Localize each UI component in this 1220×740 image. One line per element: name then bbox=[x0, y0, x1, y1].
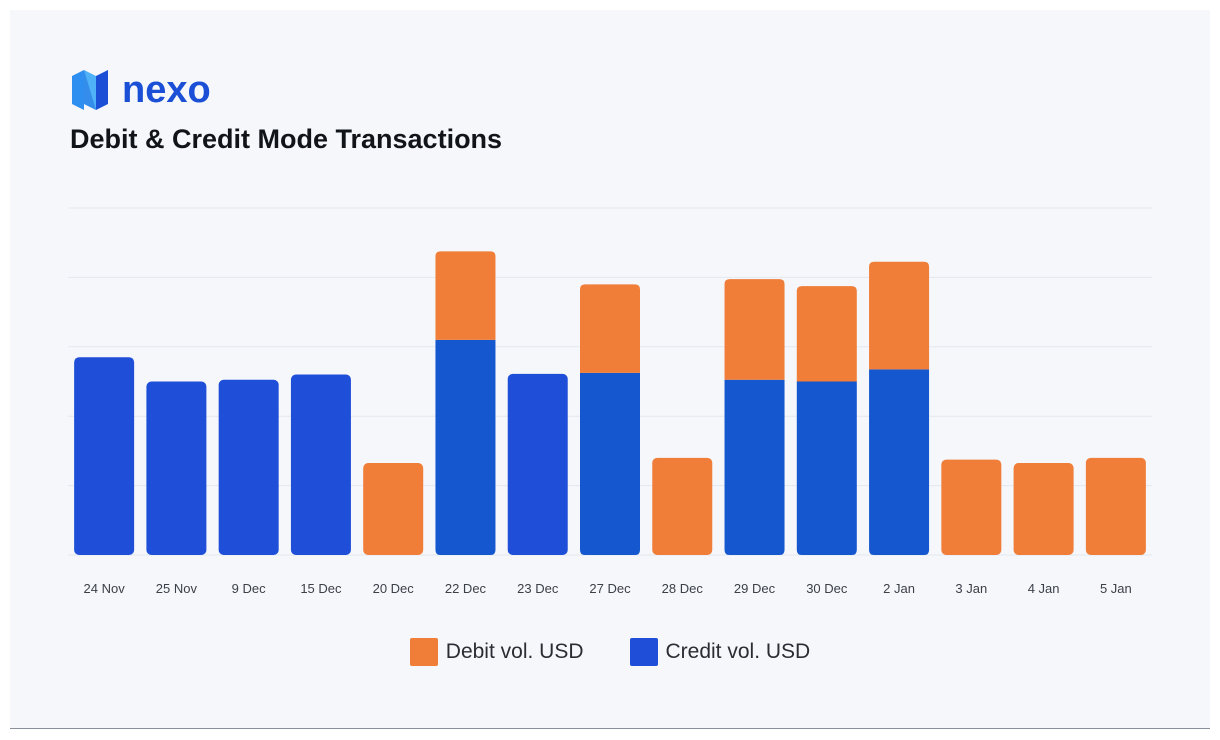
bar-credit bbox=[435, 339, 496, 555]
x-tick-label: 25 Nov bbox=[156, 581, 198, 596]
stacked-bar-chart: 24 Nov 25 Nov 9 Dec 15 Dec 20 Dec 22 Dec 23 De… bbox=[68, 207, 1152, 596]
bar-credit bbox=[290, 374, 351, 555]
legend-swatch-debit bbox=[409, 638, 438, 666]
x-tick-label: 28 Dec bbox=[662, 581, 704, 596]
bar-credit bbox=[869, 369, 930, 555]
x-tick-label: 9 Dec bbox=[232, 581, 266, 596]
bar-credit bbox=[796, 381, 857, 555]
x-tick-label: 20 Dec bbox=[373, 581, 415, 596]
bar-debit bbox=[869, 261, 930, 370]
x-tick-label: 15 Dec bbox=[300, 581, 342, 596]
bar-debit bbox=[435, 251, 496, 340]
bar-debit bbox=[796, 286, 857, 382]
bar-credit bbox=[218, 379, 279, 555]
legend-label-debit: Debit vol. USD bbox=[445, 640, 584, 663]
bar-debit bbox=[941, 459, 1002, 555]
x-tick-label: 27 Dec bbox=[589, 581, 631, 596]
bar-debit bbox=[1085, 457, 1146, 555]
x-tick-label: 5 Jan bbox=[1100, 581, 1132, 596]
legend-label-credit: Credit vol. USD bbox=[665, 640, 811, 663]
bar-debit bbox=[652, 457, 713, 555]
legend-swatch-credit bbox=[629, 638, 658, 666]
legend-item-credit: Credit vol. USD bbox=[629, 638, 811, 666]
legend-item-debit: Debit vol. USD bbox=[409, 638, 584, 666]
bar-credit bbox=[580, 372, 640, 555]
bar-debit bbox=[580, 284, 640, 373]
x-tick-label: 23 Dec bbox=[517, 581, 559, 596]
x-tick-label: 22 Dec bbox=[445, 581, 487, 596]
bar-credit bbox=[146, 381, 207, 555]
bar-debit bbox=[724, 279, 785, 380]
chart-title: Debit & Credit Mode Transactions bbox=[70, 124, 503, 154]
brand-name: nexo bbox=[122, 69, 211, 111]
bar-credit bbox=[74, 357, 135, 555]
x-tick-label: 24 Nov bbox=[84, 581, 126, 596]
bar-debit bbox=[363, 463, 424, 555]
x-tick-label: 2 Jan bbox=[883, 581, 915, 596]
x-tick-label: 30 Dec bbox=[806, 581, 848, 596]
bar-credit bbox=[507, 373, 568, 555]
bar-credit bbox=[724, 379, 785, 555]
chart-card: nexo Debit & Credit Mode Transactions 24… bbox=[10, 10, 1210, 729]
brand-logo: nexo bbox=[68, 70, 211, 110]
bar-debit bbox=[1013, 463, 1074, 555]
nexo-logo-icon bbox=[72, 70, 108, 110]
x-tick-label: 29 Dec bbox=[734, 581, 776, 596]
legend: Debit vol. USD Credit vol. USD bbox=[10, 638, 1210, 666]
x-tick-label: 3 Jan bbox=[955, 581, 987, 596]
x-tick-label: 4 Jan bbox=[1028, 581, 1060, 596]
